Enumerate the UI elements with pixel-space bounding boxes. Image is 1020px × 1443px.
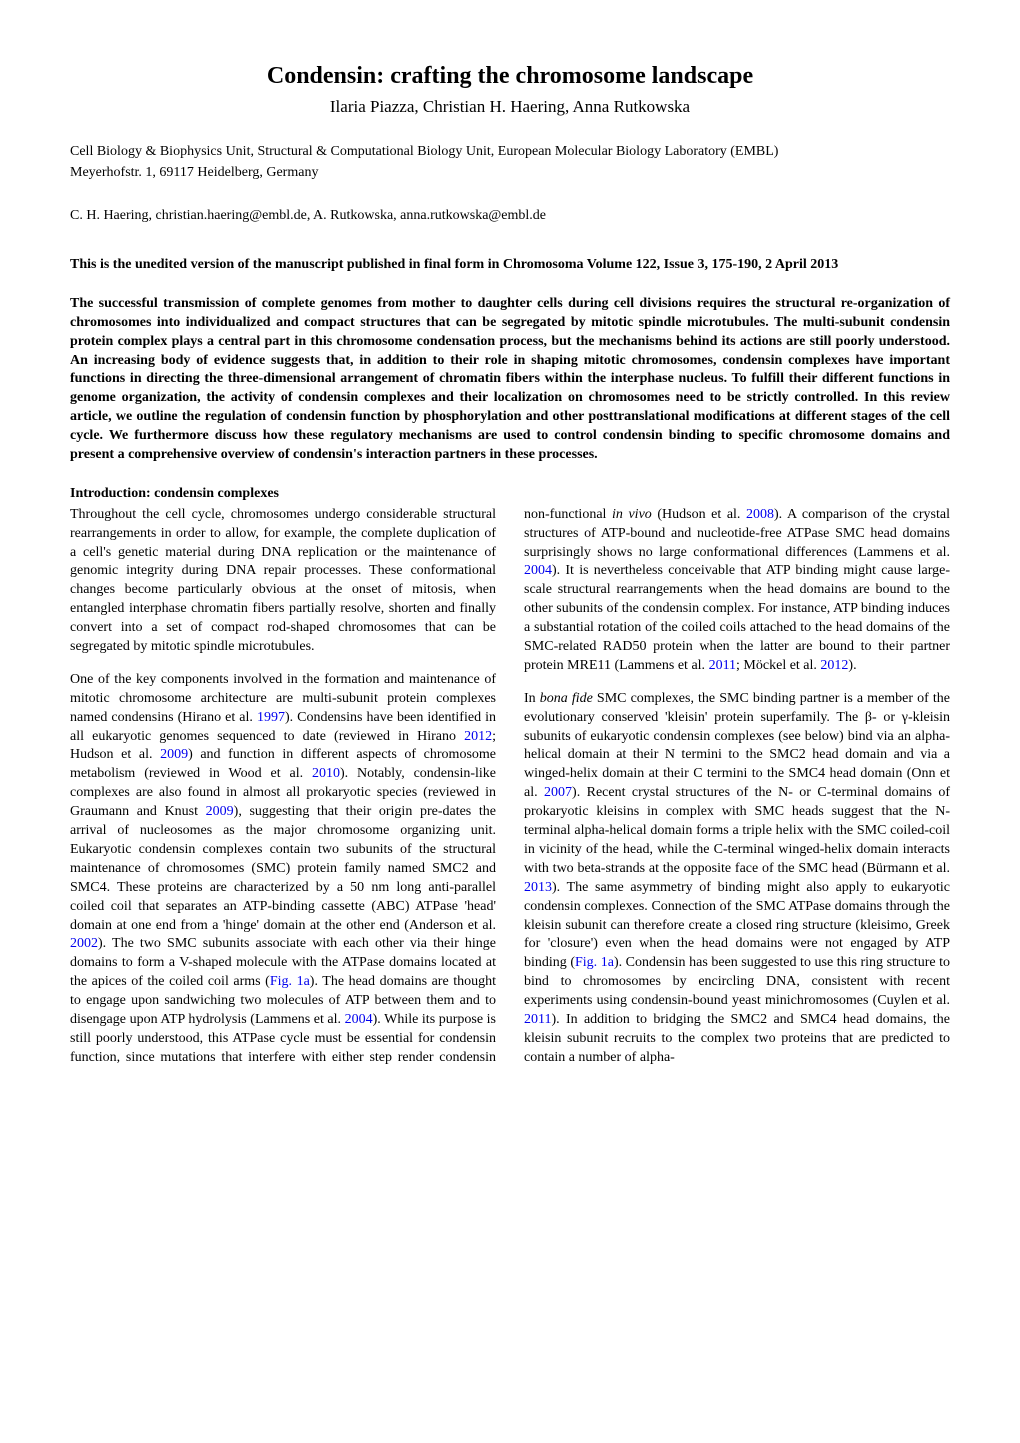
figure-reference[interactable]: Fig. 1a: [270, 974, 310, 989]
body-text: (Hudson et al.: [652, 507, 746, 522]
abstract-text: The successful transmission of complete …: [70, 295, 950, 465]
citation-year[interactable]: 2012: [464, 729, 492, 744]
italic-term: bona fide: [540, 691, 593, 706]
body-text: SMC complexes, the SMC binding partner i…: [524, 691, 950, 800]
figure-reference[interactable]: Fig. 1a: [575, 955, 614, 970]
body-columns: Throughout the cell cycle, chromosomes u…: [70, 506, 950, 1075]
author-emails: C. H. Haering, christian.haering@embl.de…: [70, 207, 950, 226]
body-text: ).: [848, 658, 856, 673]
citation-year[interactable]: 2007: [544, 785, 572, 800]
publication-notice: This is the unedited version of the manu…: [70, 256, 950, 275]
body-text: ). In addition to bridging the SMC2 and …: [524, 1012, 950, 1065]
citation-year[interactable]: 2008: [746, 507, 774, 522]
body-text: Throughout the cell cycle, chromosomes u…: [70, 507, 496, 654]
affiliation-line-2: Meyerhofstr. 1, 69117 Heidelberg, German…: [70, 164, 950, 183]
citation-year[interactable]: 2011: [524, 1012, 551, 1027]
body-text: ; Möckel et al.: [736, 658, 820, 673]
citation-year[interactable]: 2010: [312, 766, 340, 781]
section-heading-introduction: Introduction: condensin complexes: [70, 485, 950, 504]
affiliation-line-1: Cell Biology & Biophysics Unit, Structur…: [70, 143, 950, 162]
citation-year[interactable]: 2012: [820, 658, 848, 673]
citation-year[interactable]: 2004: [345, 1012, 373, 1027]
body-text: ), suggesting that their origin pre-date…: [70, 804, 496, 932]
body-text: ). Recent crystal structures of the N- o…: [524, 785, 950, 876]
italic-term: in vivo: [612, 507, 652, 522]
citation-year[interactable]: 2004: [524, 563, 552, 578]
citation-year[interactable]: 2009: [160, 747, 188, 762]
citation-year[interactable]: 2011: [709, 658, 736, 673]
citation-year[interactable]: 2013: [524, 880, 552, 895]
paper-authors: Ilaria Piazza, Christian H. Haering, Ann…: [70, 96, 950, 119]
citation-year[interactable]: 1997: [257, 710, 285, 725]
body-paragraph-1: Throughout the cell cycle, chromosomes u…: [70, 506, 496, 657]
body-text: ). It is nevertheless conceivable that A…: [524, 563, 950, 672]
citation-year[interactable]: 2002: [70, 936, 98, 951]
paper-title: Condensin: crafting the chromosome lands…: [70, 60, 950, 92]
citation-year[interactable]: 2009: [206, 804, 234, 819]
body-text: In: [524, 691, 540, 706]
body-paragraph-3: In bona fide SMC complexes, the SMC bind…: [524, 690, 950, 1068]
